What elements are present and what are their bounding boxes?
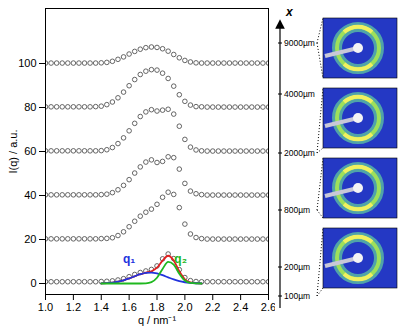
svg-text:2.2: 2.2 [205, 301, 220, 313]
svg-text:60: 60 [24, 145, 36, 157]
svg-text:2000µm: 2000µm [284, 148, 315, 158]
svg-text:1.4: 1.4 [94, 301, 109, 313]
svg-text:I(q) / a.u.: I(q) / a.u. [7, 129, 19, 173]
svg-text:1.0: 1.0 [38, 301, 53, 313]
svg-text:2.0: 2.0 [177, 301, 192, 313]
svg-text:9000µm: 9000µm [284, 38, 315, 48]
svg-text:1.6: 1.6 [121, 301, 136, 313]
svg-text:80: 80 [24, 101, 36, 113]
svg-text:0: 0 [30, 277, 36, 289]
svg-text:q₁: q₁ [123, 252, 135, 266]
svg-text:20: 20 [24, 233, 36, 245]
svg-text:100µm: 100µm [284, 291, 310, 301]
svg-text:200µm: 200µm [284, 262, 310, 272]
svg-text:1.8: 1.8 [149, 301, 164, 313]
svg-text:100: 100 [18, 57, 36, 69]
svg-text:800µm: 800µm [284, 205, 310, 215]
svg-text:q / nm⁻¹: q / nm⁻¹ [138, 314, 177, 326]
svg-text:q₂: q₂ [174, 252, 187, 266]
svg-text:40: 40 [24, 189, 36, 201]
svg-text:1.2: 1.2 [66, 301, 81, 313]
svg-text:x: x [285, 5, 294, 19]
svg-text:4000µm: 4000µm [284, 89, 315, 99]
svg-text:2.6: 2.6 [261, 301, 275, 313]
svg-text:2.4: 2.4 [233, 301, 248, 313]
